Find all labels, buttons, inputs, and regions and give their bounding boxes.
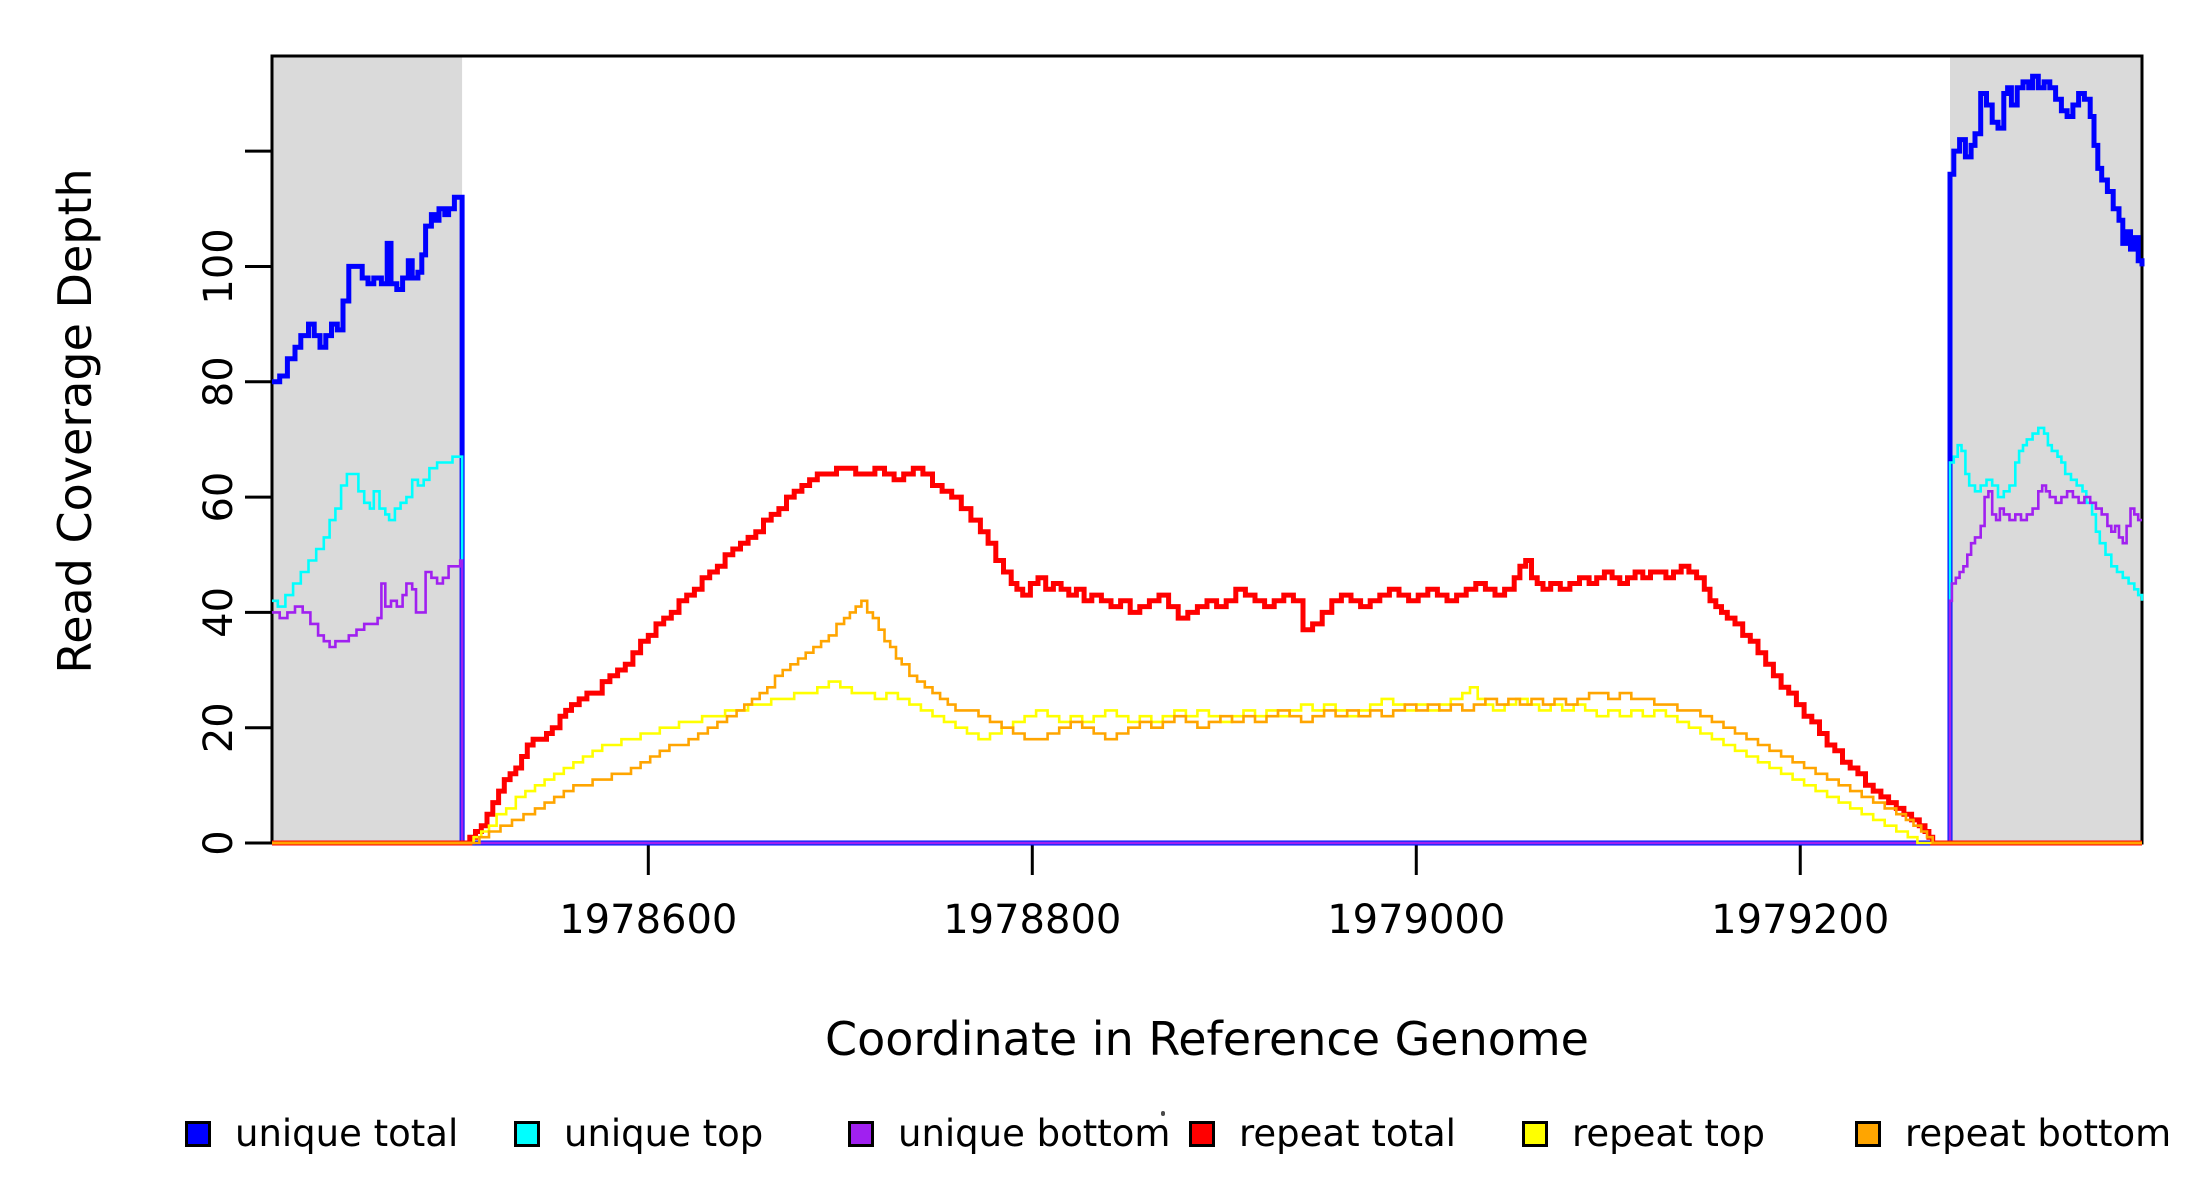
- legend-label: unique total: [235, 1112, 459, 1155]
- series-unique-total: [272, 73, 2145, 846]
- y-tick-label: 20: [196, 702, 242, 753]
- legend-item-unique-top: unique top: [514, 1108, 763, 1160]
- legend-label: repeat bottom: [1905, 1112, 2172, 1155]
- y-tick-label: 0: [196, 830, 242, 855]
- x-tick-label: 1979000: [1327, 897, 1505, 943]
- legend-item-unique-bottom: unique bottom: [848, 1108, 1170, 1160]
- y-tick-label: 100: [196, 228, 242, 304]
- y-axis-title: Read Coverage Depth: [48, 168, 102, 674]
- legend-item-repeat-top: repeat top: [1522, 1108, 1765, 1160]
- x-axis-title: Coordinate in Reference Genome: [825, 1012, 1589, 1066]
- y-tick-label: 60: [196, 472, 242, 523]
- legend-item-repeat-total: repeat total: [1189, 1108, 1456, 1160]
- legend-item-unique-total: unique total: [185, 1108, 458, 1160]
- x-tick-label: 1978600: [559, 897, 737, 943]
- series-unique-top: [272, 426, 2144, 845]
- shaded-region-1: [1950, 56, 2142, 843]
- legend-label: repeat total: [1239, 1112, 1456, 1155]
- legend-swatch-unique-bottom: [848, 1121, 874, 1147]
- plot-box: [270, 54, 2144, 845]
- legend-label: unique top: [564, 1112, 764, 1155]
- x-tick-label: 1979200: [1711, 897, 1889, 943]
- series-unique-bottom: [272, 484, 2142, 845]
- legend-item-repeat-bottom: repeat bottom: [1855, 1108, 2171, 1160]
- legend-label: repeat top: [1572, 1112, 1765, 1155]
- legend-swatch-repeat-top: [1522, 1121, 1548, 1147]
- legend: unique total unique top unique bottom repea…: [0, 1108, 2200, 1160]
- legend-swatch-repeat-bottom: [1855, 1121, 1881, 1147]
- legend-label: unique bottom: [898, 1112, 1171, 1155]
- legend-swatch-unique-total: [185, 1121, 211, 1147]
- y-tick-label: 40: [196, 587, 242, 638]
- x-tick-label: 1978800: [943, 897, 1121, 943]
- shaded-region-0: [272, 56, 463, 843]
- legend-swatch-repeat-total: [1189, 1121, 1215, 1147]
- series-repeat-total: [272, 465, 2142, 846]
- legend-swatch-unique-top: [514, 1121, 540, 1147]
- series-repeat-top: [272, 680, 2142, 845]
- y-tick-label: 80: [196, 356, 242, 407]
- series-repeat-bottom: [272, 599, 2142, 845]
- stray-dot: [1161, 1111, 1165, 1116]
